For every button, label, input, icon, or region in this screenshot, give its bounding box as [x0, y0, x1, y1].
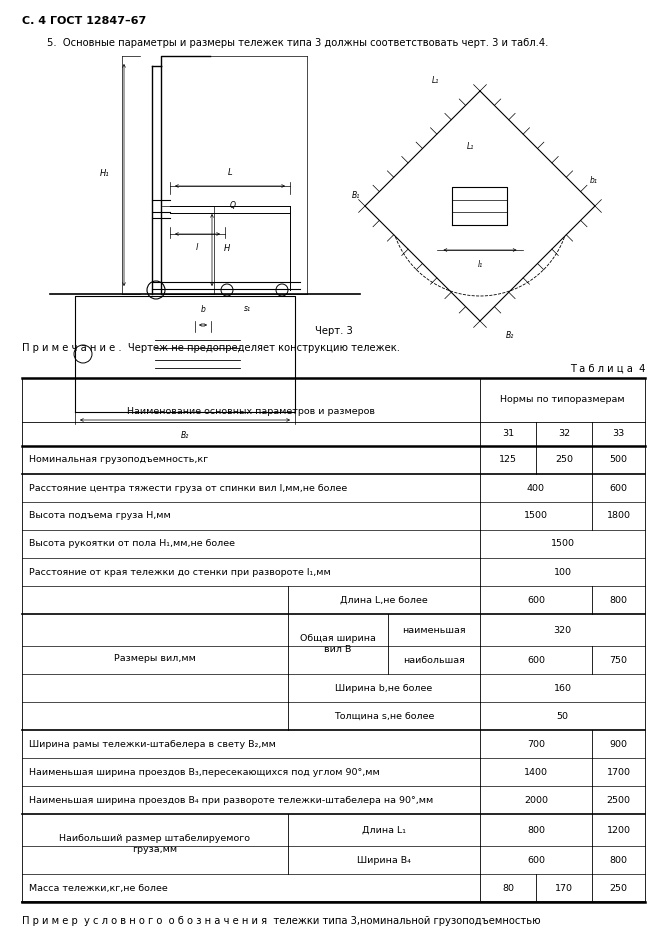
Text: 50: 50	[557, 711, 568, 721]
Text: П р и м е ч а н и е .  Чертеж не предопределяет конструкцию тележек.: П р и м е ч а н и е . Чертеж не предопре…	[22, 343, 400, 353]
Text: Наибольший размер штабелируемого
груза,мм: Наибольший размер штабелируемого груза,м…	[59, 834, 251, 854]
Text: Ширина B₄: Ширина B₄	[357, 856, 411, 865]
Text: 600: 600	[527, 595, 545, 605]
Text: 500: 500	[609, 456, 627, 464]
Text: П р и м е р  у с л о в н о г о  о б о з н а ч е н и я  тележки типа 3,номинально: П р и м е р у с л о в н о г о о б о з н …	[22, 916, 541, 926]
Text: L₁: L₁	[432, 76, 439, 85]
Text: 33: 33	[612, 430, 625, 438]
Text: Ширина b,не более: Ширина b,не более	[335, 683, 433, 693]
Text: 125: 125	[499, 456, 517, 464]
Text: Расстояние от края тележки до стенки при развороте l₁,мм: Расстояние от края тележки до стенки при…	[29, 567, 330, 577]
Text: Нормы по типоразмерам: Нормы по типоразмерам	[500, 396, 625, 404]
Text: H₁: H₁	[100, 169, 110, 179]
Text: Черт. 3: Черт. 3	[315, 326, 352, 336]
Text: Длина L₁: Длина L₁	[362, 826, 406, 835]
Text: b: b	[200, 305, 206, 314]
Text: 100: 100	[553, 567, 572, 577]
Text: 170: 170	[555, 884, 573, 893]
Text: 1500: 1500	[551, 539, 574, 548]
Text: 32: 32	[558, 430, 570, 438]
Text: L: L	[227, 168, 232, 177]
Text: 750: 750	[609, 655, 627, 665]
Text: наибольшая: наибольшая	[403, 655, 465, 665]
Text: 320: 320	[553, 625, 572, 635]
Text: 80: 80	[502, 884, 514, 893]
Text: 900: 900	[609, 739, 627, 749]
Text: Толщина s,не более: Толщина s,не более	[334, 711, 434, 721]
Text: 31: 31	[502, 430, 514, 438]
Text: l: l	[196, 243, 198, 252]
Text: 2000: 2000	[524, 796, 548, 805]
Text: 1800: 1800	[607, 511, 631, 520]
Text: Номинальная грузоподъемность,кг: Номинальная грузоподъемность,кг	[29, 456, 208, 464]
Text: 1700: 1700	[607, 768, 631, 777]
Text: 600: 600	[609, 484, 627, 492]
Text: С. 4 ГОСТ 12847–67: С. 4 ГОСТ 12847–67	[22, 16, 146, 26]
Text: Высота рукоятки от пола H₁,мм,не более: Высота рукоятки от пола H₁,мм,не более	[29, 539, 235, 548]
Text: Наименование основных параметров и размеров: Наименование основных параметров и разме…	[127, 407, 375, 417]
Text: L₁: L₁	[467, 142, 474, 151]
Text: 1400: 1400	[524, 768, 548, 777]
Text: 800: 800	[527, 826, 545, 835]
Text: 250: 250	[609, 884, 627, 893]
Text: 400: 400	[527, 484, 545, 492]
Text: Наименьшая ширина проездов B₃,пересекающихся под углом 90°,мм: Наименьшая ширина проездов B₃,пересекающ…	[29, 768, 380, 777]
Text: 160: 160	[553, 683, 572, 693]
Text: 1500: 1500	[524, 511, 548, 520]
Text: 600: 600	[527, 655, 545, 665]
Text: B₂: B₂	[181, 431, 189, 440]
Text: 600: 600	[527, 856, 545, 865]
Text: Общая ширина
вил B: Общая ширина вил B	[300, 635, 376, 653]
Text: B₂: B₂	[506, 331, 514, 340]
Text: 700: 700	[527, 739, 545, 749]
Text: s₁: s₁	[243, 304, 251, 313]
Text: Q: Q	[230, 201, 236, 211]
Text: Размеры вил,мм: Размеры вил,мм	[114, 653, 196, 663]
Text: 2500: 2500	[607, 796, 631, 805]
Text: 1200: 1200	[607, 826, 631, 835]
Text: Масса тележки,кг,не более: Масса тележки,кг,не более	[29, 884, 168, 893]
Text: l₁: l₁	[477, 260, 483, 269]
Text: Длина L,не более: Длина L,не более	[340, 595, 428, 605]
Text: 5.  Основные параметры и размеры тележек типа 3 должны соответствовать черт. 3 и: 5. Основные параметры и размеры тележек …	[47, 38, 549, 48]
Text: H: H	[224, 244, 230, 254]
Text: Наименьшая ширина проездов B₄ при развороте тележки-штабелера на 90°,мм: Наименьшая ширина проездов B₄ при развор…	[29, 796, 433, 805]
Text: 800: 800	[609, 856, 627, 865]
Text: Ширина рамы тележки-штабелера в свету B₂,мм: Ширина рамы тележки-штабелера в свету B₂…	[29, 739, 276, 749]
Text: наименьшая: наименьшая	[402, 625, 466, 635]
Text: B₁: B₁	[352, 192, 360, 200]
Text: Расстояние центра тяжести груза от спинки вил l,мм,не более: Расстояние центра тяжести груза от спинк…	[29, 484, 347, 492]
Text: Т а б л и ц а  4: Т а б л и ц а 4	[570, 364, 645, 374]
Text: b₁: b₁	[590, 177, 598, 185]
Text: 800: 800	[609, 595, 627, 605]
Text: 250: 250	[555, 456, 573, 464]
Text: Высота подъема груза H,мм: Высота подъема груза H,мм	[29, 511, 171, 520]
